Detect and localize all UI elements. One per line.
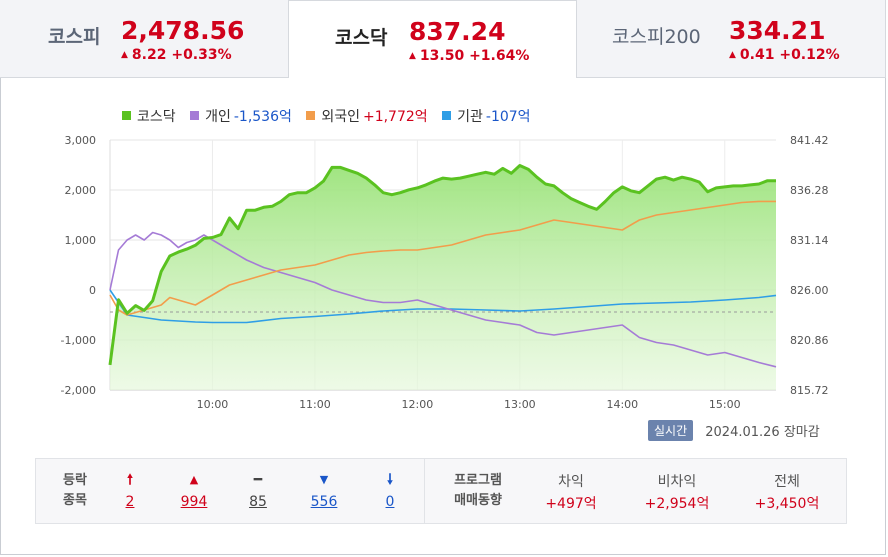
lower-limit-value[interactable]: 0 (385, 494, 395, 510)
legend-kosdaq[interactable]: 코스닥 (122, 106, 176, 126)
tab-kosdaq-change-text: 13.50 +1.64% (419, 48, 530, 64)
legend-institution-label: 기관 (457, 109, 483, 125)
upper-limit-count[interactable]: 🠕 2 (116, 471, 144, 513)
legend-kosdaq-swatch (122, 111, 131, 120)
tab-kosdaq-name: 코스닥 (335, 27, 388, 49)
y-left-tick-label: -2,000 (61, 384, 96, 397)
legend-individual[interactable]: 개인 -1,536억 (190, 106, 292, 126)
flat-count[interactable]: ━ 85 (243, 471, 273, 513)
legend-foreign[interactable]: 외국인 +1,772억 (306, 106, 428, 126)
y-right-tick-label: 841.42 (790, 134, 829, 147)
x-tick-label: 12:00 (402, 398, 434, 411)
kosdaq-area-fill (110, 165, 776, 390)
tab-kospi200-name: 코스피200 (612, 26, 701, 48)
non-arbitrage-value: +2,954억 (644, 496, 710, 512)
program-trading-label: 프로그램 매매동향 (440, 471, 516, 511)
trade-date: 2024.01.26 (705, 425, 780, 440)
tab-kosdaq[interactable]: 코스닥 837.24 ▲ 13.50 +1.64% (288, 0, 577, 78)
tab-kospi-value: 2,478.56 (121, 16, 245, 45)
tab-kospi-change: ▲ 8.22 +0.33% (121, 47, 232, 63)
program-label-bottom: 매매동향 (454, 493, 502, 508)
y-left-tick-label: 1,000 (65, 234, 97, 247)
market-status: 장마감 (783, 425, 820, 440)
y-right-tick-label: 820.86 (790, 334, 829, 347)
legend-institution-swatch (442, 111, 452, 120)
breadth-label-top: 등락 (63, 473, 87, 488)
index-tabs: 코스피 2,478.56 ▲ 8.22 +0.33% 코스닥 837.24 ▲ 13… (0, 0, 886, 78)
total-label: 전체 (774, 474, 800, 490)
legend-kosdaq-label: 코스닥 (137, 109, 176, 125)
x-tick-label: 13:00 (504, 398, 536, 411)
y-left-tick-label: 2,000 (65, 184, 97, 197)
flat-value[interactable]: 85 (249, 494, 267, 510)
arbitrage-value: +497억 (545, 496, 597, 512)
chart-plot-area (108, 164, 777, 390)
legend-foreign-swatch (306, 111, 316, 120)
legend-institution[interactable]: 기관 -107억 (442, 106, 531, 126)
x-tick-label: 15:00 (709, 398, 741, 411)
y-left-tick-label: 3,000 (65, 134, 97, 147)
tab-kospi[interactable]: 코스피 2,478.56 ▲ 8.22 +0.33% (0, 0, 289, 78)
lower-limit-count[interactable]: 🠗 0 (376, 471, 404, 513)
x-tick-label: 11:00 (299, 398, 331, 411)
legend-individual-swatch (190, 111, 200, 120)
tab-kospi-change-text: 8.22 +0.33% (131, 47, 232, 63)
triangle-down-icon: ▼ (319, 473, 329, 486)
dash-icon: ━ (253, 472, 263, 488)
panel-divider (424, 459, 425, 523)
program-label-top: 프로그램 (454, 473, 502, 488)
y-left-tick-label: -1,000 (61, 334, 96, 347)
non-arbitrage-label: 비차익 (657, 474, 697, 490)
y-right-tick-label: 831.14 (790, 234, 829, 247)
arbitrage-label: 차익 (558, 474, 584, 490)
x-tick-label: 10:00 (197, 398, 229, 411)
y-right-tick-label: 836.28 (790, 184, 829, 197)
legend-foreign-label: 외국인 (321, 109, 360, 125)
tab-kospi200[interactable]: 코스피200 334.21 ▲ 0.41 +0.12% (577, 0, 886, 78)
chart-footer: 실시간 2024.01.26 장마감 (648, 420, 820, 441)
up-triangle-icon: ▲ (409, 51, 416, 61)
tab-kospi200-change-text: 0.41 +0.12% (739, 47, 840, 63)
upper-limit-value[interactable]: 2 (125, 494, 135, 510)
legend-individual-value: -1,536억 (233, 109, 292, 125)
arrow-up-bold-icon: 🠕 (126, 472, 133, 488)
legend-institution-value: -107억 (485, 109, 531, 125)
realtime-button[interactable]: 실시간 (648, 420, 694, 441)
market-breadth-panel: 등락 종목 🠕 2 ▲ 994 ━ 85 ▼ 556 🠗 0 프로그램 매매동향… (35, 458, 847, 524)
x-tick-label: 14:00 (606, 398, 638, 411)
tab-kospi200-value: 334.21 (729, 16, 826, 45)
arbitrage-stat: 차익 +497억 (531, 471, 611, 515)
non-arbitrage-stat: 비차익 +2,954억 (632, 471, 722, 515)
down-value[interactable]: 556 (310, 494, 338, 510)
legend-individual-label: 개인 (205, 109, 231, 125)
total-program-stat: 전체 +3,450억 (742, 471, 832, 515)
tab-kospi200-change: ▲ 0.41 +0.12% (729, 47, 840, 63)
institution-series (109, 289, 777, 324)
tab-kospi-name: 코스피 (48, 26, 101, 48)
investor-trend-chart: 3,000 841.42 2,000 836.28 1,000 831.14 0 826.00… (61, 134, 829, 411)
y-right-tick-label: 815.72 (790, 384, 829, 397)
total-value: +3,450억 (754, 496, 820, 512)
tab-kosdaq-value: 837.24 (409, 17, 506, 46)
y-left-tick-label: 0 (89, 284, 96, 297)
breadth-label: 등락 종목 (50, 471, 100, 511)
individual-series (109, 231, 777, 368)
down-count[interactable]: ▼ 556 (304, 471, 344, 513)
y-right-tick-label: 826.00 (790, 284, 829, 297)
foreign-series (109, 200, 776, 316)
legend-foreign-value: +1,772억 (362, 109, 428, 125)
kosdaq-series (108, 164, 776, 366)
tab-kosdaq-change: ▲ 13.50 +1.64% (409, 48, 529, 64)
up-value[interactable]: 994 (180, 494, 208, 510)
arrow-down-bold-icon: 🠗 (386, 472, 393, 488)
chart-legend: 코스닥 개인 -1,536억 외국인 +1,772억 기관 -107억 (122, 106, 541, 126)
triangle-up-icon: ▲ (189, 473, 199, 486)
breadth-label-bottom: 종목 (63, 493, 87, 508)
chart-axes: 3,000 841.42 2,000 836.28 1,000 831.14 0 826.00… (61, 134, 829, 411)
up-triangle-icon: ▲ (729, 50, 736, 60)
up-triangle-icon: ▲ (121, 50, 128, 60)
up-count[interactable]: ▲ 994 (174, 471, 214, 513)
